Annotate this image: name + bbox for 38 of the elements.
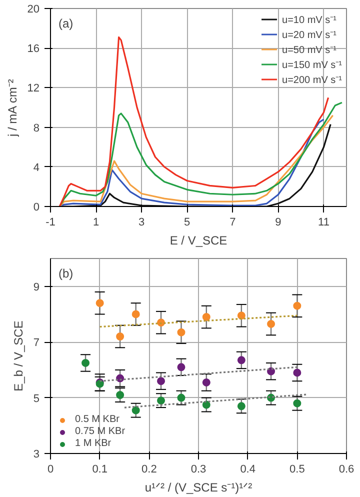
y-tick-label: 7 (33, 337, 40, 350)
y-tick-label: 16 (27, 43, 40, 56)
y-tick-label: 0 (33, 202, 40, 214)
y-tick-label: 4 (33, 162, 40, 174)
x-tick-label: 9 (275, 216, 282, 228)
x-tick-label: 0.6 (338, 464, 354, 476)
legend-label: u=50 mV s⁻¹ (282, 44, 336, 56)
x-tick-label: 0.3 (190, 464, 206, 476)
y-tick-label: 20 (27, 4, 40, 16)
x-tick-label: 5 (184, 216, 190, 228)
x-tick-label: 0.4 (240, 464, 256, 476)
legend-label: u=200 mV s⁻¹ (282, 74, 342, 86)
y-axis-title: E_b / V_SCE (11, 320, 26, 392)
legend-label: u=150 mV s⁻¹ (282, 59, 342, 71)
x-tick-label: 11 (318, 216, 330, 228)
x-tick-label: 0.5 (290, 464, 305, 476)
y-tick-label: 12 (27, 82, 40, 95)
x-axis-title: u¹ᐟ² / (V_SCE s⁻¹)¹ᐟ² (144, 480, 252, 494)
x-axis-title: E / V_SCE (170, 234, 228, 248)
y-tick-label: 5 (33, 392, 40, 405)
x-tick-label: 0 (47, 464, 54, 476)
x-tick-label: 7 (230, 216, 236, 228)
legend-label: u=10 mV s⁻¹ (282, 14, 336, 26)
y-tick-label: 9 (33, 281, 40, 294)
x-tick-label: -1 (46, 216, 56, 228)
y-tick-label: 3 (33, 448, 40, 460)
y-axis-title: j / mA cm⁻² (5, 79, 20, 138)
x-tick-label: 3 (138, 216, 145, 228)
legend-label: u=20 mV s⁻¹ (282, 29, 336, 41)
legend-label: 1 M KBr (75, 438, 112, 449)
annotation: (b) (58, 266, 74, 280)
y-tick-label: 8 (33, 122, 40, 134)
annotation: (a) (58, 16, 74, 30)
legend-label: 0.75 M KBr (75, 426, 126, 437)
x-tick-label: 0.2 (142, 464, 157, 476)
x-tick-label: 0.1 (92, 464, 108, 476)
legend-label: 0.5 M KBr (75, 414, 120, 425)
x-tick-label: 1 (92, 216, 100, 228)
